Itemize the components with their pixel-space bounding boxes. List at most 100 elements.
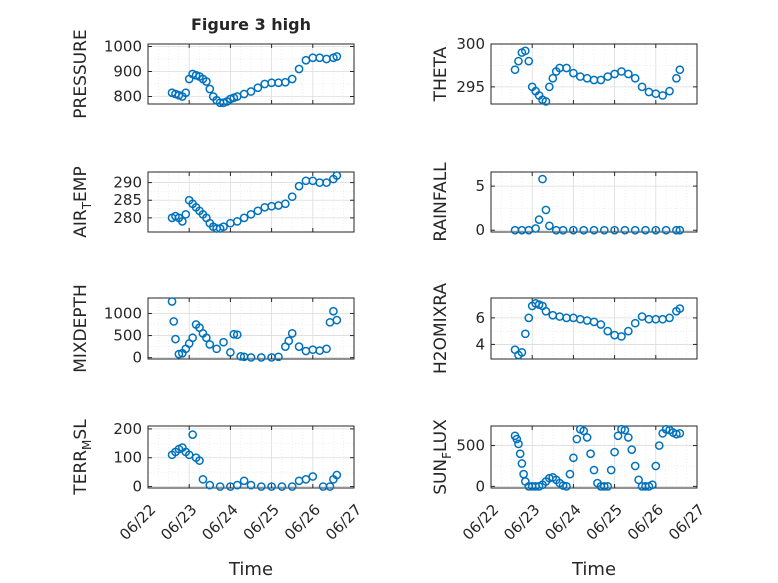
data-point-h2omixra [575, 314, 585, 324]
data-point-sun_flux [572, 434, 582, 444]
y-tick-label: 0 [475, 477, 485, 495]
data-point-h2omixra [617, 332, 626, 341]
x-tick-label: 06/26 [624, 501, 667, 544]
y-tick-label: 500 [113, 327, 142, 345]
data-point-rainfall [620, 225, 630, 235]
data-point-terr_msl [301, 474, 311, 484]
data-point-pressure [246, 87, 256, 96]
data-point-theta [562, 63, 571, 73]
y-axis-label-terr_msl: TERRMSL [71, 419, 94, 496]
data-point-sun_flux [599, 482, 609, 491]
data-point-theta [520, 46, 530, 56]
x-tick-label: 06/25 [583, 501, 626, 544]
data-point-sun_flux [613, 431, 623, 441]
data-point-rainfall [675, 225, 685, 235]
y-axis-label-h2omixra: H2OMIXRA [431, 283, 451, 374]
data-point-h2omixra [596, 320, 606, 329]
data-point-mixdepth [322, 344, 331, 354]
data-point-mixdepth [287, 329, 297, 338]
data-point-sun_flux [623, 433, 633, 442]
data-point-air_temp [274, 201, 283, 210]
data-point-h2omixra [603, 326, 613, 336]
data-point-sun_flux [515, 449, 525, 459]
panel-h2omixra: 4 6 H2OMIXRA [431, 283, 698, 374]
data-point-mixdepth [229, 329, 239, 339]
y-tick-label: 900 [113, 63, 142, 81]
data-point-mixdepth [202, 333, 211, 343]
data-point-terr_msl [325, 482, 335, 491]
data-point-mixdepth [246, 353, 256, 362]
data-point-sun_flux [586, 449, 595, 459]
y-axis-label-sun_flux: SUNFLUX [431, 419, 454, 495]
y-tick-label: 280 [113, 209, 142, 227]
data-point-mixdepth [274, 352, 283, 362]
y-tick-label: 4 [475, 335, 485, 353]
data-point-air_temp [239, 213, 249, 223]
data-point-rainfall [545, 221, 554, 231]
data-point-sun_flux [620, 425, 630, 435]
data-point-sun_flux [589, 465, 599, 475]
axes-box [147, 171, 355, 233]
x-tick-label: 06/25 [240, 501, 283, 544]
data-point-theta [672, 73, 681, 83]
data-point-sun_flux [558, 481, 568, 490]
data-point-h2omixra [665, 313, 674, 323]
data-point-mixdepth [294, 342, 304, 351]
data-point-mixdepth [205, 340, 215, 349]
data-point-rainfall [641, 225, 650, 235]
data-point-terr_msl [232, 480, 242, 490]
y-tick-label: 0 [475, 221, 485, 239]
y-axis-label-theta: THETA [431, 46, 451, 102]
data-point-mixdepth [167, 297, 177, 306]
data-point-pressure [280, 77, 290, 87]
data-point-air_temp [232, 217, 242, 226]
data-point-sun_flux [514, 439, 523, 449]
data-point-sun_flux [617, 424, 626, 434]
data-point-rainfall [558, 225, 568, 235]
data-point-rainfall [538, 174, 547, 184]
y-tick-label: 300 [456, 35, 485, 53]
data-point-sun_flux [603, 482, 613, 491]
data-point-air_temp [219, 222, 228, 232]
data-point-h2omixra [541, 306, 551, 316]
data-point-h2omixra [675, 304, 685, 313]
x-tick-label: 06/24 [541, 501, 584, 544]
data-point-mixdepth [212, 344, 222, 354]
y-tick-label: 1000 [104, 304, 142, 322]
data-point-mixdepth [329, 306, 338, 316]
data-point-terr_msl [308, 472, 318, 481]
axes-box [490, 297, 698, 360]
data-point-mixdepth [236, 351, 246, 361]
data-point-mixdepth [256, 353, 266, 362]
data-point-sun_flux [627, 445, 637, 455]
data-point-air_temp [246, 210, 256, 219]
data-point-mixdepth [325, 317, 335, 327]
data-point-rainfall [589, 225, 599, 235]
y-tick-label: 500 [456, 437, 485, 455]
data-point-theta [630, 73, 640, 83]
data-point-terr_msl [267, 482, 276, 491]
data-point-sun_flux [579, 426, 589, 436]
data-point-terr_msl [294, 476, 304, 486]
data-point-terr_msl [184, 450, 194, 460]
data-point-mixdepth [332, 315, 342, 325]
data-point-sun_flux [582, 433, 592, 442]
data-point-rainfall [541, 205, 551, 215]
data-point-air_temp [260, 202, 270, 212]
data-point-pressure [332, 52, 342, 61]
data-point-sun_flux [565, 469, 575, 479]
data-point-rainfall [579, 225, 589, 235]
data-point-sun_flux [651, 461, 661, 471]
data-point-sun_flux [519, 469, 528, 479]
data-point-air_temp [287, 192, 297, 202]
data-point-pressure [253, 83, 263, 93]
data-point-rainfall [531, 224, 540, 233]
y-tick-label: 0 [132, 349, 142, 367]
axes-box [490, 43, 698, 105]
data-point-pressure [294, 64, 304, 74]
axes-box [490, 425, 698, 489]
data-point-pressure [287, 74, 297, 84]
data-point-rainfall [569, 225, 578, 235]
